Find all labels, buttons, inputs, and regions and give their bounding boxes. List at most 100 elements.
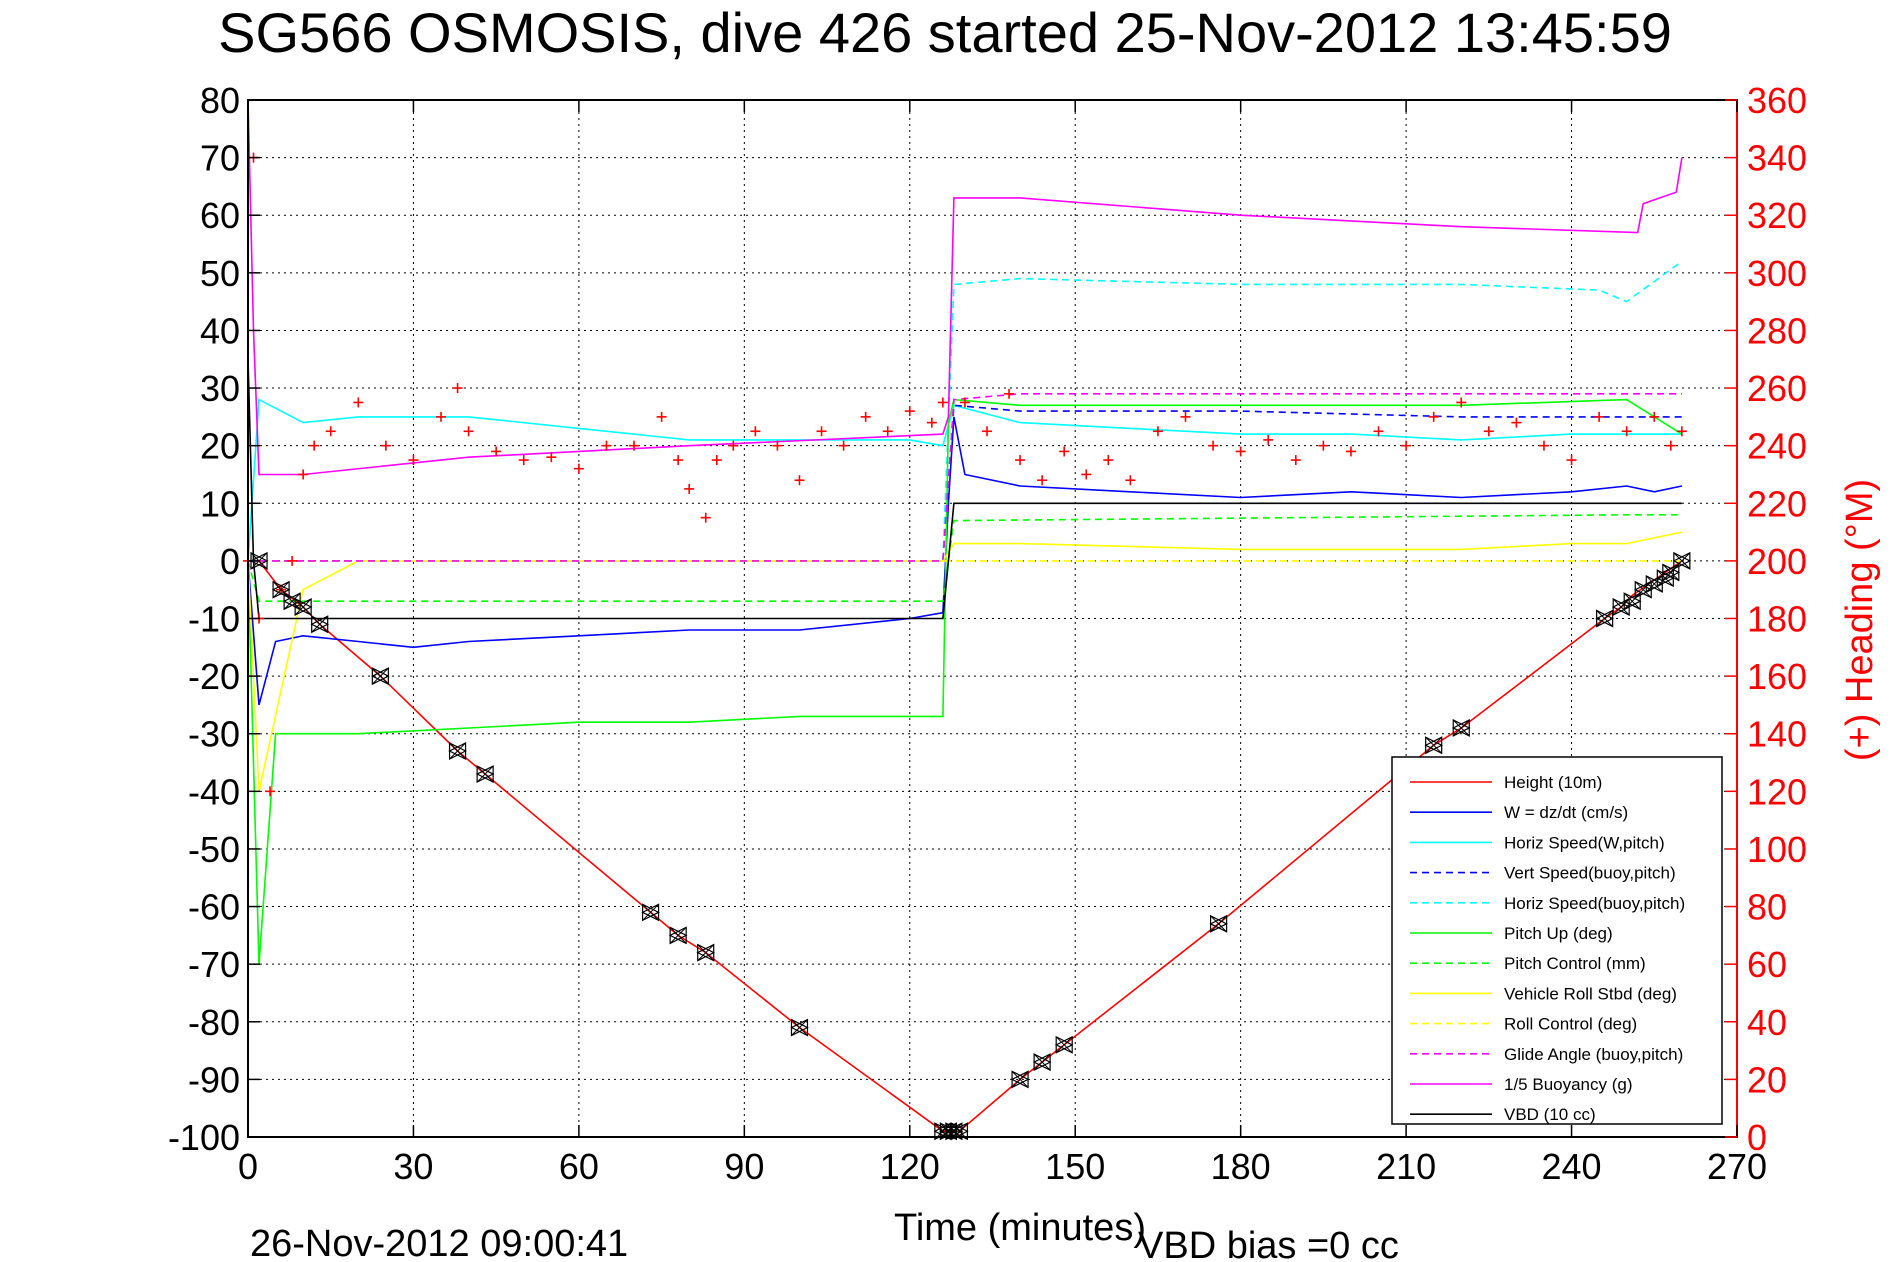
heading-point — [287, 555, 298, 566]
y-right-tick-label: 340 — [1747, 138, 1807, 179]
heading-point — [684, 483, 695, 494]
series-vbd-10-cc — [247, 359, 1682, 620]
heading-point — [904, 406, 915, 417]
y-tick-label: -70 — [188, 944, 240, 985]
x-tick-label: 180 — [1211, 1146, 1271, 1187]
heading-point — [1676, 426, 1687, 437]
height-marker — [310, 615, 330, 634]
heading-point — [380, 440, 391, 451]
y-tick-label: -80 — [188, 1002, 240, 1043]
legend-label: Height (10m) — [1504, 773, 1602, 792]
heading-point — [1004, 388, 1015, 399]
heading-point — [452, 383, 463, 394]
heading-point — [1235, 446, 1246, 457]
y-tick-label: -40 — [188, 771, 240, 812]
y-right-tick-label: 120 — [1747, 771, 1807, 812]
legend-label: Pitch Up (deg) — [1504, 924, 1613, 943]
legend-label: Vehicle Roll Stbd (deg) — [1504, 984, 1677, 1003]
heading-point — [1125, 475, 1136, 486]
heading-point — [1015, 455, 1026, 466]
height-marker — [790, 1018, 809, 1037]
heading-point — [1538, 440, 1549, 451]
heading-point — [1665, 440, 1676, 451]
series-horiz-speed-w-pitch — [247, 398, 1682, 561]
legend-entry: Vert Speed(buoy,pitch) — [1410, 864, 1676, 883]
heading-point — [408, 455, 419, 466]
x-tick-label: 240 — [1542, 1146, 1602, 1187]
heading-point — [981, 426, 992, 437]
y-right-tick-label: 220 — [1747, 483, 1807, 524]
y-right-tick-label: 240 — [1747, 426, 1807, 467]
legend-entry: VBD (10 cc) — [1410, 1105, 1596, 1124]
legend-label: Horiz Speed(W,pitch) — [1504, 833, 1665, 852]
x-tick-label: 120 — [880, 1146, 940, 1187]
y-tick-label: -100 — [168, 1117, 240, 1158]
heading-point — [1649, 411, 1660, 422]
height-marker — [371, 667, 390, 686]
height-marker — [696, 943, 716, 962]
y-tick-label: -90 — [188, 1059, 240, 1100]
y-right-tick-label: 100 — [1747, 829, 1807, 870]
height-marker — [1451, 718, 1471, 737]
heading-point — [1152, 426, 1163, 437]
heading-point — [1290, 455, 1301, 466]
y-tick-label: 80 — [200, 80, 240, 121]
heading-point — [1318, 440, 1329, 451]
heading-point — [1037, 475, 1048, 486]
legend-entry: 1/5 Buoyancy (g) — [1410, 1075, 1633, 1094]
heading-point — [700, 512, 711, 523]
heading-point — [1566, 455, 1577, 466]
legend-entry: Vehicle Roll Stbd (deg) — [1410, 984, 1677, 1003]
height-marker — [641, 903, 660, 922]
series-vert-speed-buoy-pitch — [248, 404, 1682, 562]
heading-point — [1456, 397, 1467, 408]
heading-point — [959, 397, 970, 408]
legend-label: Glide Angle (buoy,pitch) — [1504, 1045, 1683, 1064]
legend-entry: Height (10m) — [1410, 773, 1602, 792]
y-right-tick-label: 20 — [1747, 1059, 1787, 1100]
y-tick-label: 20 — [200, 426, 240, 467]
heading-point — [926, 417, 937, 428]
series-pitch-control-mm — [247, 513, 1682, 603]
series-vehicle-roll-stbd-deg — [247, 531, 1683, 792]
heading-point — [1103, 455, 1114, 466]
axis-tick-labels: 0 30 60 90 120 150 180 210 240 270 80 70 60 50 40 30 20 1… — [168, 80, 1807, 1187]
heading-point — [491, 446, 502, 457]
legend-label: W = dz/dt (cm/s) — [1504, 803, 1628, 822]
y-tick-label: 40 — [200, 310, 240, 351]
y-right-tick-label: 40 — [1747, 1002, 1787, 1043]
y-tick-label: -50 — [188, 829, 240, 870]
x-tick-label: 270 — [1707, 1146, 1767, 1187]
y-right-tick-label: 80 — [1747, 887, 1787, 928]
x-tick-label: 210 — [1376, 1146, 1436, 1187]
y-right-tick-label: 200 — [1747, 541, 1807, 582]
legend-entry: Roll Control (deg) — [1410, 1015, 1637, 1034]
heading-point — [298, 469, 309, 480]
heading-point — [1208, 440, 1219, 451]
x-tick-label: 30 — [393, 1146, 433, 1187]
heading-point — [728, 440, 739, 451]
x-tick-label: 60 — [559, 1146, 599, 1187]
legend-entry: Glide Angle (buoy,pitch) — [1410, 1045, 1683, 1064]
y-tick-label: -30 — [188, 714, 240, 755]
series-glide-angle-buoy-pitch — [248, 392, 1682, 562]
heading-point — [1428, 411, 1439, 422]
y-right-tick-label: 320 — [1747, 195, 1807, 236]
y-right-tick-label: 0 — [1747, 1117, 1767, 1158]
legend-entry: Horiz Speed(buoy,pitch) — [1410, 894, 1685, 913]
heading-point — [309, 440, 320, 451]
y-tick-label: 60 — [200, 195, 240, 236]
heading-point — [463, 426, 474, 437]
height-marker — [282, 592, 302, 611]
height-marker — [668, 926, 688, 945]
y-tick-label: 30 — [200, 368, 240, 409]
x-tick-label: 150 — [1045, 1146, 1105, 1187]
y-right-tick-label: 60 — [1747, 944, 1787, 985]
x-tick-label: 0 — [238, 1146, 258, 1187]
legend-label: Vert Speed(buoy,pitch) — [1504, 864, 1676, 883]
height-marker — [293, 598, 313, 616]
footer-timestamp: 26-Nov-2012 09:00:41 — [250, 1223, 628, 1262]
height-marker — [1054, 1035, 1074, 1054]
x-tick-label: 90 — [724, 1146, 764, 1187]
y-right-tick-label: 300 — [1747, 253, 1807, 294]
